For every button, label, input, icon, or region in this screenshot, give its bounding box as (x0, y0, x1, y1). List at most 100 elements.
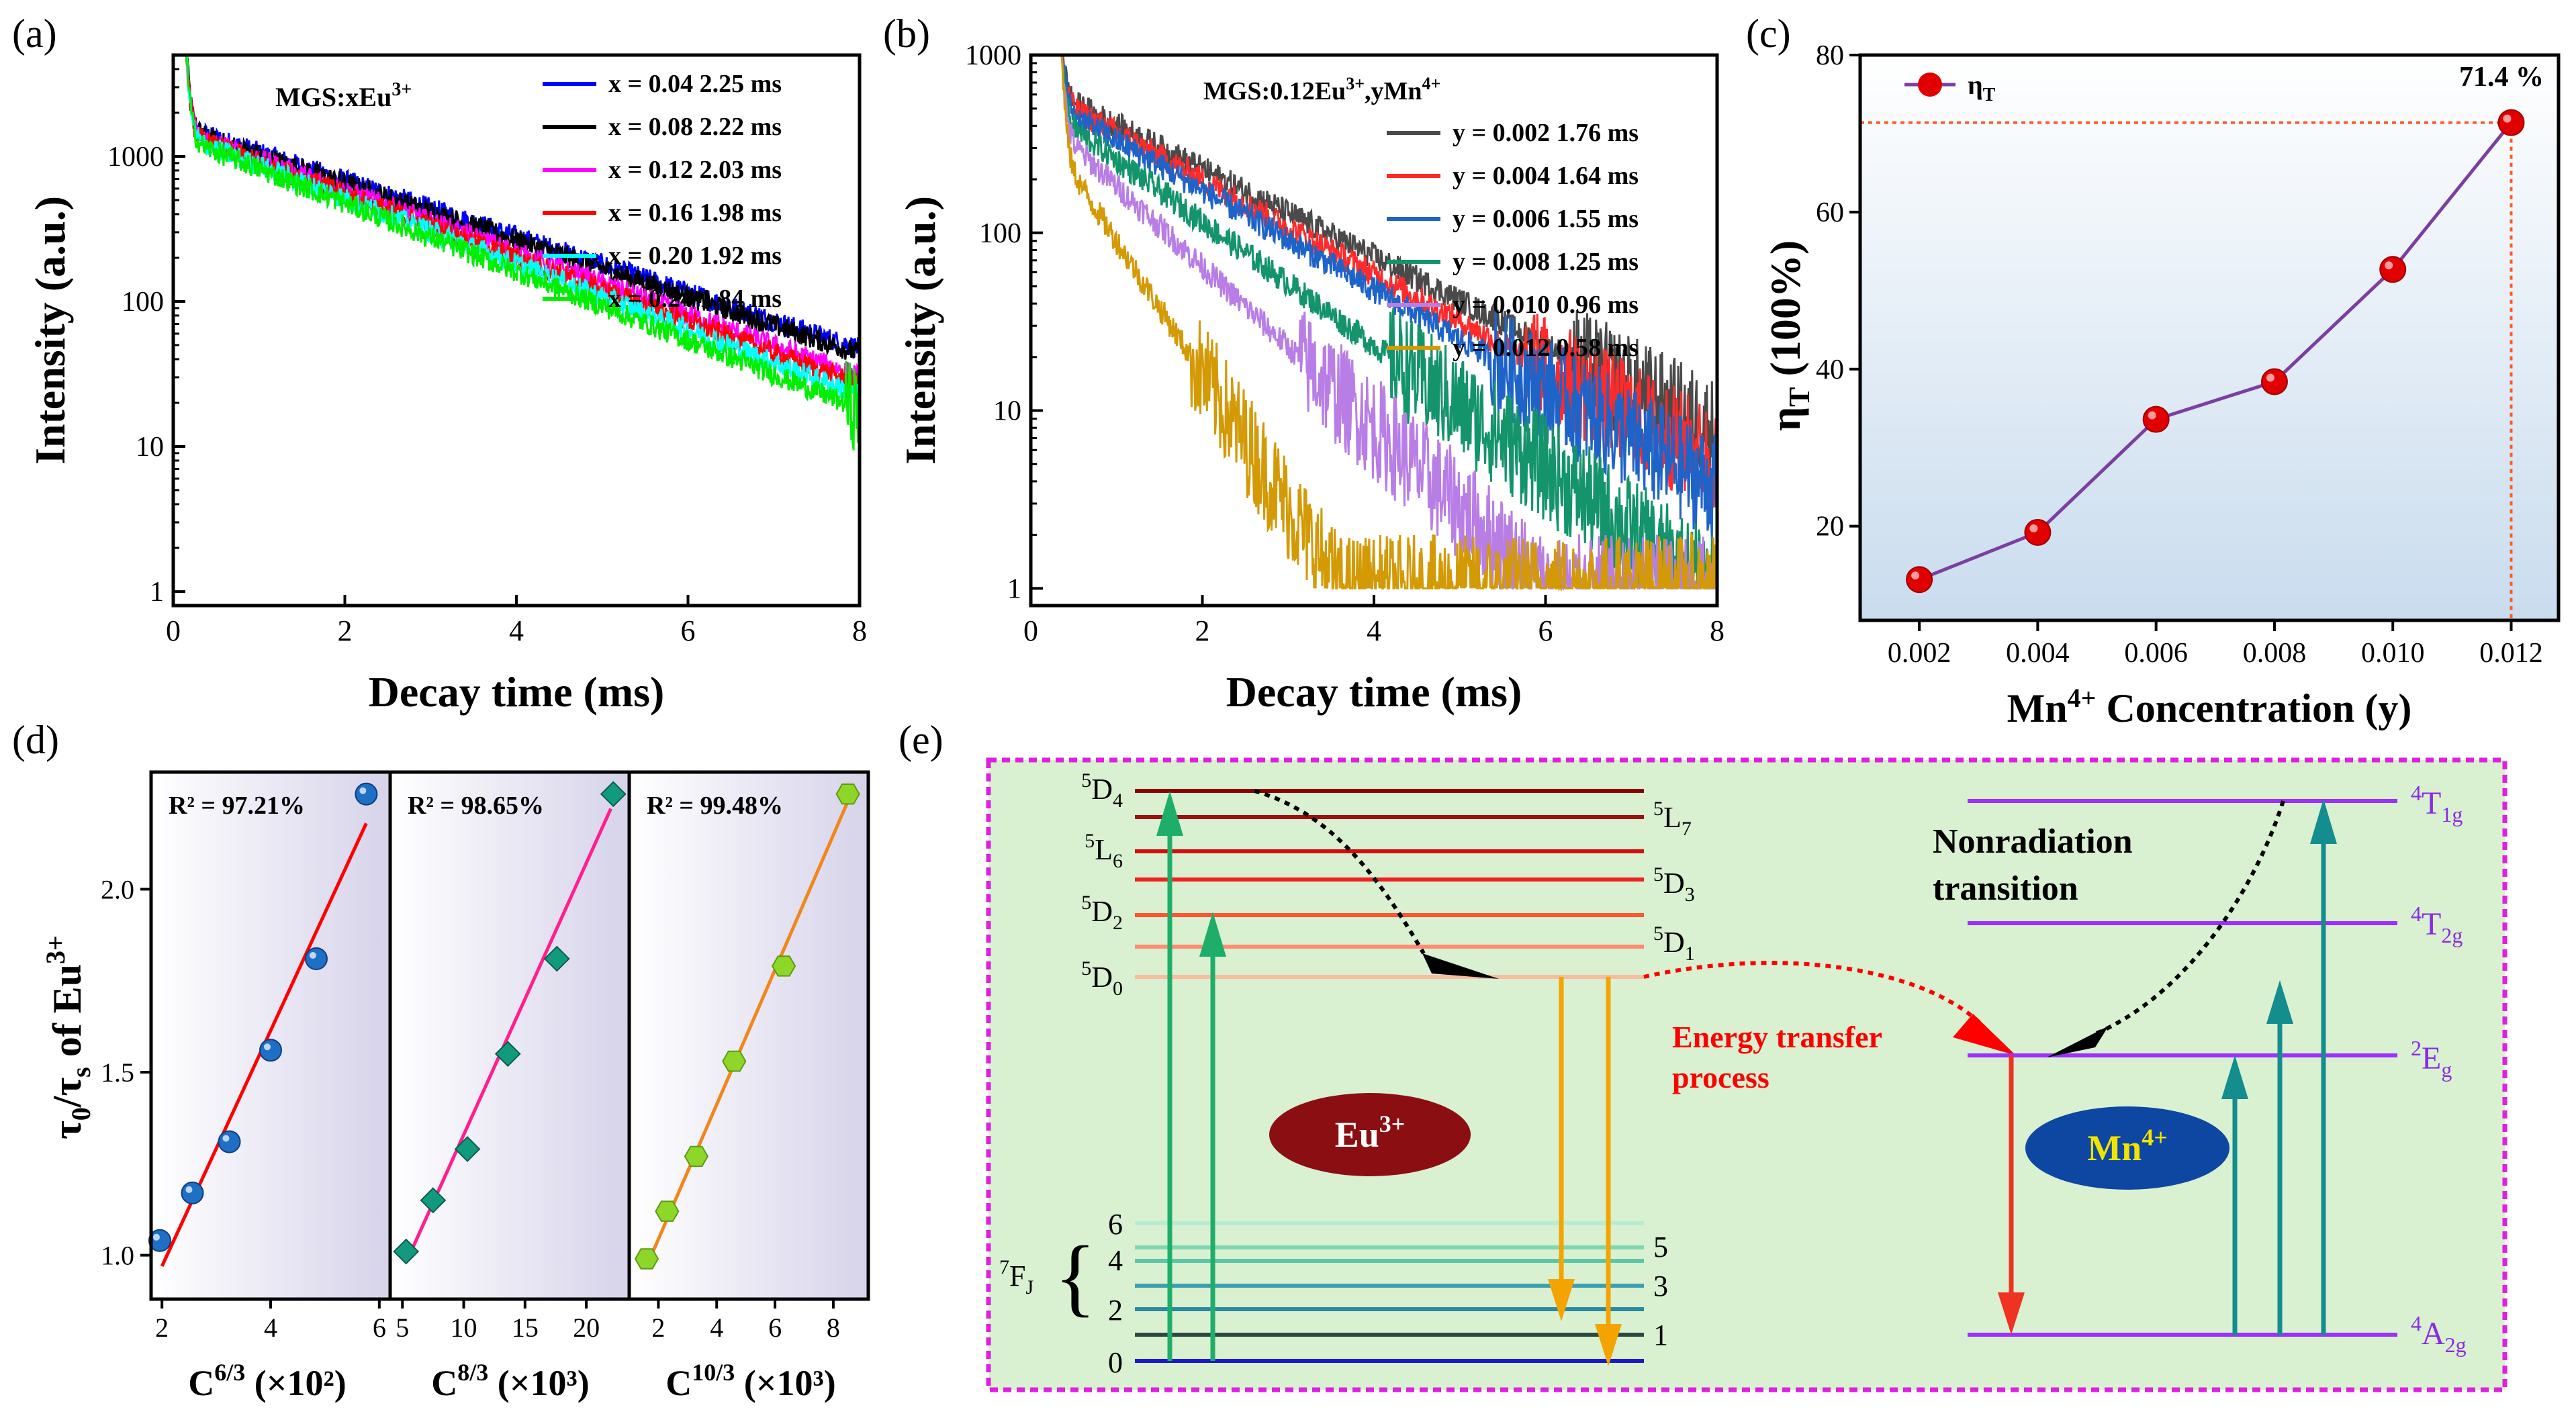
x-tick-label: 15 (512, 1313, 539, 1343)
panel-b-axes: 0 2 4 6 8 1 10 100 1000 (965, 40, 1724, 647)
panel-d: (d) 1.0 1.5 2.0 2 4 6 R² = 97.21% 5 10 15 20 R² = 9… (12, 718, 870, 1403)
panel-c-xlabel: Mn4+ Concentration (y) (2007, 683, 2412, 730)
x-tick-label: 2 (338, 614, 353, 647)
legend-label-0: x = 0.04 2.25 ms (608, 70, 782, 98)
mn-nonradiative-arrowhead (2047, 1026, 2109, 1057)
excite-arrowhead-5D2 (1199, 912, 1226, 957)
efficiency-point-5 (2497, 109, 2525, 136)
x-tick-label: 6 (373, 1313, 386, 1343)
legend-label-5: x = 0.24 1.84 ms (608, 285, 782, 313)
x-tick-label: 4 (1367, 614, 1381, 647)
eu-ion-ellipse (1269, 1093, 1471, 1176)
panel-d-xlabel-1: C6/3 (×10²) (188, 1359, 346, 1403)
decay-series-5 (185, 55, 860, 450)
fj-num-5: 5 (1653, 1231, 1668, 1264)
point-highlight (2148, 411, 2156, 420)
x-tick-label: 20 (573, 1313, 600, 1343)
fj-label: 7FJ (999, 1256, 1033, 1298)
panel-c-label: (c) (1746, 11, 1791, 56)
fj-num-6: 6 (1108, 1208, 1123, 1241)
efficiency-line (1919, 122, 2513, 581)
mn-excitation-arrows (2221, 799, 2337, 1335)
eu-nonradiative-arrowhead (1422, 953, 1499, 979)
point-highlight (2029, 524, 2038, 533)
y-tick-label: 1 (1007, 573, 1021, 604)
panel-a-axes: 0 2 4 6 8 1 10 100 1000 (107, 54, 867, 647)
panel-c-ylabel: ηT (100%) (1761, 240, 1816, 431)
energy-transfer-label-2: process (1672, 1060, 1769, 1094)
fj-num-0: 0 (1108, 1346, 1123, 1379)
point-highlight (2503, 114, 2512, 123)
x-tick-label: 0.002 (1888, 638, 1951, 669)
fj-brace: { (1054, 1229, 1096, 1325)
data-point-2-0 (634, 1248, 659, 1270)
eu-nonradiative-path (1254, 789, 1426, 955)
panel-c-axes: 0.002 0.004 0.006 0.008 0.010 0.012 20 40 60 80 (1816, 40, 2543, 669)
mn-excite-arrowhead-2Eg (2221, 1055, 2248, 1099)
y-tick-label: 10 (993, 396, 1021, 427)
y-tick-label: 20 (1816, 512, 1844, 542)
legend-label-1: x = 0.08 2.22 ms (608, 113, 782, 141)
x-tick-label: 2 (155, 1313, 169, 1343)
label-4T2g: 4T2g (2411, 902, 2463, 947)
legend-label-1: y = 0.004 1.64 ms (1453, 162, 1639, 190)
panel-a-ylabel: Intensity (a.u.) (26, 196, 74, 465)
panel-b: (b) 0 2 4 6 8 1 10 100 1000 MGS:0.12Eu3+,yMn4+ y… (883, 11, 1724, 716)
decay-series-2 (1056, 55, 1717, 539)
x-tick-label: 8 (1710, 614, 1724, 647)
data-point-2-5 (835, 784, 860, 805)
label-4T1g: 4T1g (2411, 781, 2463, 826)
data-point-1-2 (454, 1136, 481, 1162)
panel-c: (c) 0.002 0.004 0.006 0.008 0.010 0.012 20 40 60… (1746, 11, 2561, 730)
panel-a: (a) 0 2 4 6 8 1 10 100 1000 MGS:xEu3+ x = 0.04 2… (12, 11, 867, 716)
x-tick-label: 8 (827, 1313, 840, 1343)
y-tick-label: 1000 (965, 40, 1021, 71)
point-highlight (359, 787, 367, 794)
panel-c-frame (1858, 53, 2561, 622)
legend-marker (1918, 73, 1942, 97)
x-tick-label: 0.008 (2243, 638, 2307, 669)
panel-b-xlabel: Decay time (ms) (1226, 668, 1522, 716)
eu-right-labels: 5L7 5D3 5D1 (1653, 798, 1695, 965)
label-5D2: 5D2 (1081, 892, 1123, 934)
decay-series-5 (1056, 55, 1717, 592)
legend-label-2: y = 0.006 1.55 ms (1453, 205, 1639, 233)
legend-label-3: x = 0.16 1.98 ms (608, 199, 782, 227)
y-tick-label: 1 (150, 577, 164, 608)
point-highlight (152, 1233, 160, 1241)
panel-d-ylabel: τ0/τs of Eu3+ (40, 935, 96, 1139)
eu-emission-arrows (1548, 977, 1622, 1366)
data-point-2-2 (684, 1145, 709, 1168)
eu-excitation-arrows (1156, 791, 1226, 1361)
data-point-1-5 (600, 781, 627, 808)
legend-label-5: y = 0.012 0.58 ms (1453, 334, 1639, 362)
x-tick-label: 6 (768, 1313, 782, 1343)
fj-num-1: 1 (1653, 1319, 1668, 1351)
panel-b-curves (1056, 55, 1717, 592)
emit-arrowhead-1 (1548, 1279, 1575, 1321)
eu-left-labels: 5D4 5L6 5D2 5D0 (1081, 769, 1123, 1000)
fj-left-numbers: 6 4 2 0 (1108, 1208, 1123, 1379)
x-tick-label: 8 (852, 614, 867, 647)
mn-ion-label: Mn4+ (2087, 1124, 2168, 1168)
y-tick-label: 2.0 (101, 874, 134, 904)
label-2Eg: 2Eg (2411, 1036, 2452, 1082)
y-tick-label: 1.5 (101, 1057, 134, 1088)
y-tick-label: 100 (979, 218, 1021, 249)
data-point-0-5 (355, 782, 378, 806)
energy-transfer-path (1643, 961, 1983, 1026)
point-highlight (264, 1043, 271, 1051)
y-tick-label: 1000 (107, 142, 164, 173)
point-highlight (2266, 373, 2274, 382)
panel-c-legend: ηT (1904, 70, 1996, 105)
y-tick-label: 80 (1816, 40, 1844, 71)
fj-num-2: 2 (1108, 1294, 1123, 1327)
fit-line-2 (645, 800, 849, 1267)
energy-transfer-label-1: Energy transfer (1672, 1020, 1882, 1054)
label-5D1: 5D1 (1653, 922, 1695, 965)
y-tick-label: 40 (1816, 354, 1844, 385)
mn-excite-arrowhead-4T1g (2310, 799, 2337, 844)
data-point-0-1 (181, 1181, 204, 1204)
y-tick-label: 60 (1816, 197, 1844, 228)
